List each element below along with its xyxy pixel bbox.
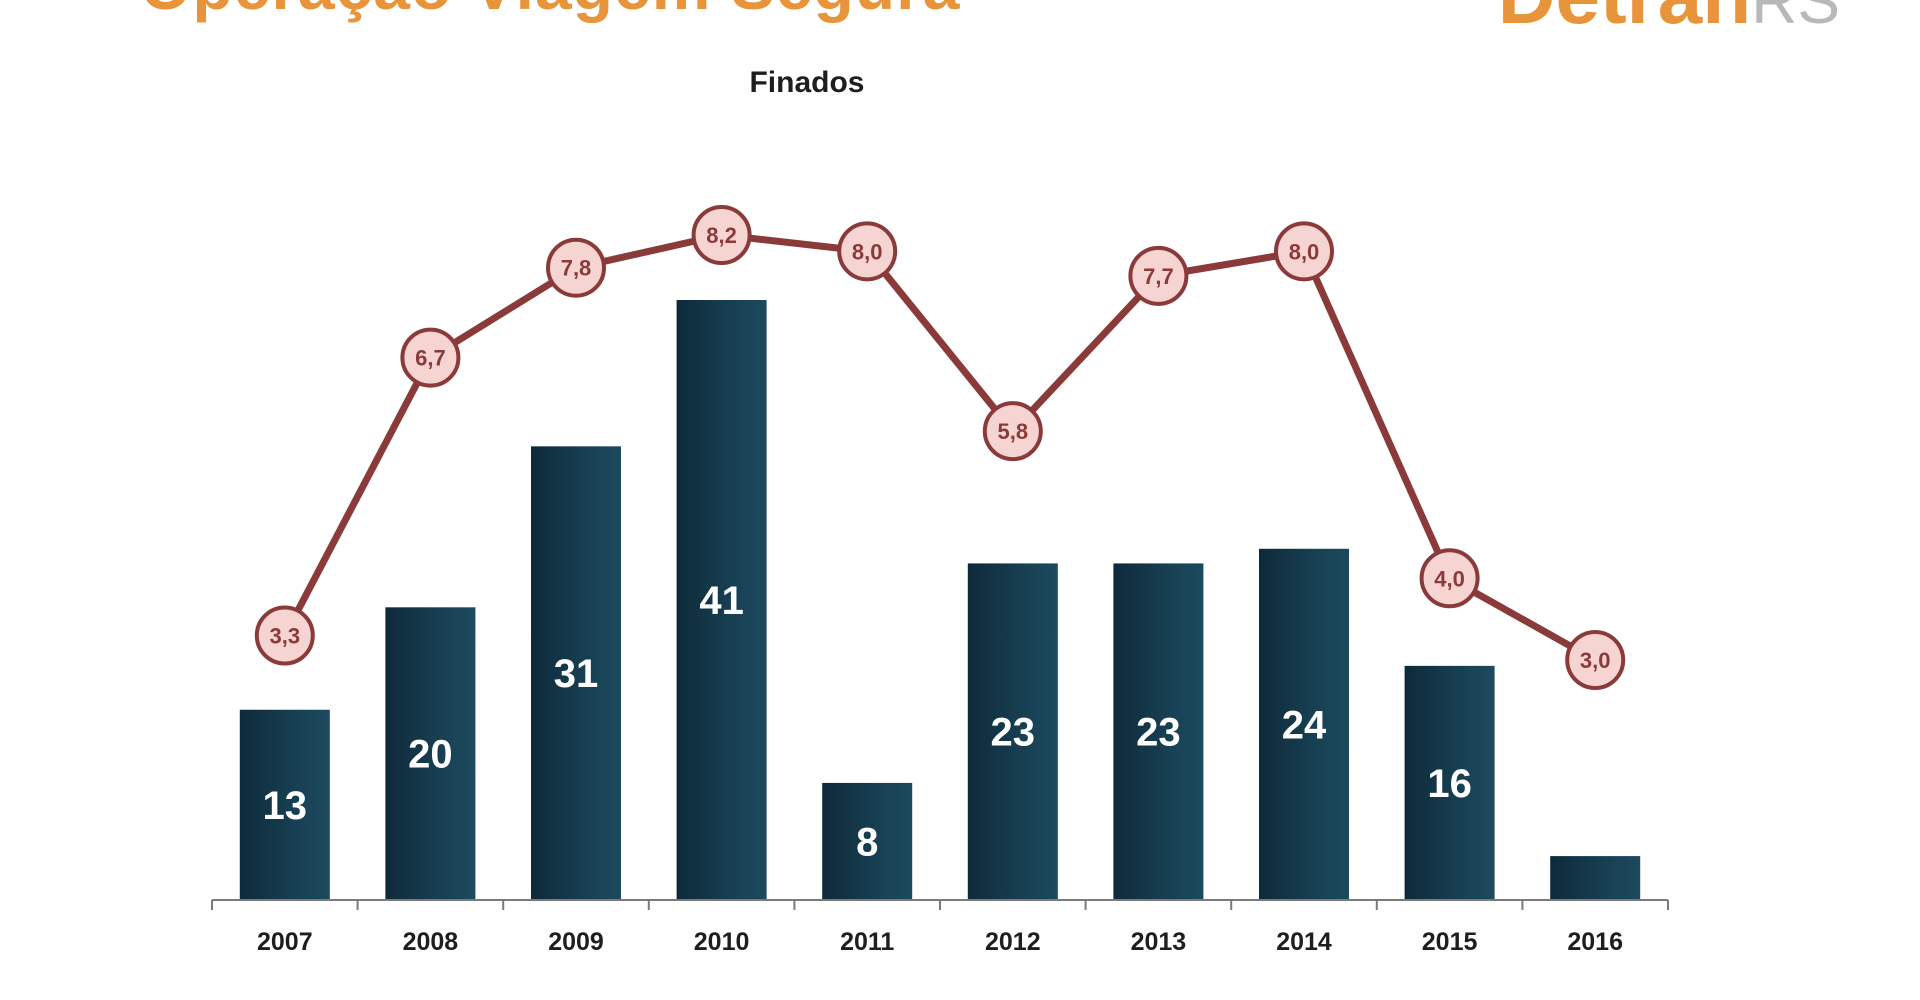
x-tick-label: 2008 [403, 928, 459, 956]
line-point-label: 7,8 [561, 256, 592, 281]
line-point-2014 [1274, 221, 1334, 282]
x-tick-label: 2015 [1422, 928, 1478, 956]
bar-value-label: 8 [856, 820, 878, 864]
line-point-2012 [982, 401, 1043, 462]
line-series [281, 231, 1597, 664]
bar-2014 [1259, 548, 1349, 900]
bar-2008 [385, 607, 476, 900]
line-point-label: 6,7 [415, 346, 446, 371]
brand-logo-main: Detran [1498, 0, 1751, 40]
line-point-2013 [1128, 245, 1189, 306]
line-point-2007 [254, 605, 315, 666]
bar-value-label: 41 [699, 579, 744, 623]
line-point-label: 8,0 [852, 239, 883, 264]
line-point-2010 [691, 205, 752, 265]
line-layer: 3,3 6,7 7,8 8,2 8,0 5,8 7,7 8,0 4,0 3,0 [254, 205, 1626, 690]
line-point-label: 7,7 [1143, 264, 1174, 289]
line-point-label: 3,0 [1580, 648, 1611, 673]
x-tick-label: 2010 [694, 928, 750, 956]
brand-logo: DetranRS [1498, 0, 1840, 42]
x-tick-label: 2012 [985, 928, 1041, 956]
bar-value-label: 31 [554, 652, 599, 696]
line-point-2016 [1565, 630, 1626, 690]
bar-value-label: 16 [1427, 762, 1472, 806]
bar-2015 [1404, 665, 1495, 900]
x-tick-label: 2016 [1567, 928, 1623, 956]
x-tick-label: 2013 [1131, 928, 1187, 956]
line-point-2008 [400, 327, 461, 388]
bar-2010 [676, 300, 767, 900]
chart-title: Finados [749, 66, 865, 99]
x-tick-label: 2007 [257, 928, 313, 956]
page-title: Operação Viagem Segura [140, 0, 960, 24]
bar-value-label: 23 [1136, 711, 1181, 755]
line-point-label: 8,0 [1289, 239, 1320, 264]
x-axis: 2007 2008 2009 2010 2011 2012 2013 2014 2015 2016 [211, 899, 1669, 956]
bar-2016 [1550, 856, 1641, 900]
bars-layer: 13 20 31 41 8 23 23 24 16 [239, 300, 1641, 900]
bar-value-label: 20 [408, 733, 453, 777]
x-tick-label: 2014 [1276, 928, 1332, 956]
bar-value-label: 13 [263, 784, 308, 828]
bar-2007 [239, 709, 330, 900]
bar-2012 [967, 563, 1058, 900]
bar-value-label: 23 [991, 711, 1036, 755]
x-tick-label: 2009 [548, 928, 604, 956]
line-point-label: 8,2 [706, 223, 737, 248]
line-point-label: 4,0 [1434, 566, 1465, 591]
bar-2009 [531, 446, 621, 900]
x-tick-label: 2011 [840, 928, 894, 956]
line-point-label: 3,3 [270, 623, 301, 648]
line-point-2009 [546, 237, 606, 298]
line-point-2015 [1419, 548, 1480, 609]
bar-value-label: 24 [1282, 703, 1327, 747]
brand-logo-suffix: RS [1751, 0, 1840, 37]
line-point-label: 5,8 [998, 419, 1029, 444]
bar-2013 [1113, 563, 1204, 900]
line-point-2011 [837, 221, 898, 282]
bar-2011 [822, 782, 913, 900]
